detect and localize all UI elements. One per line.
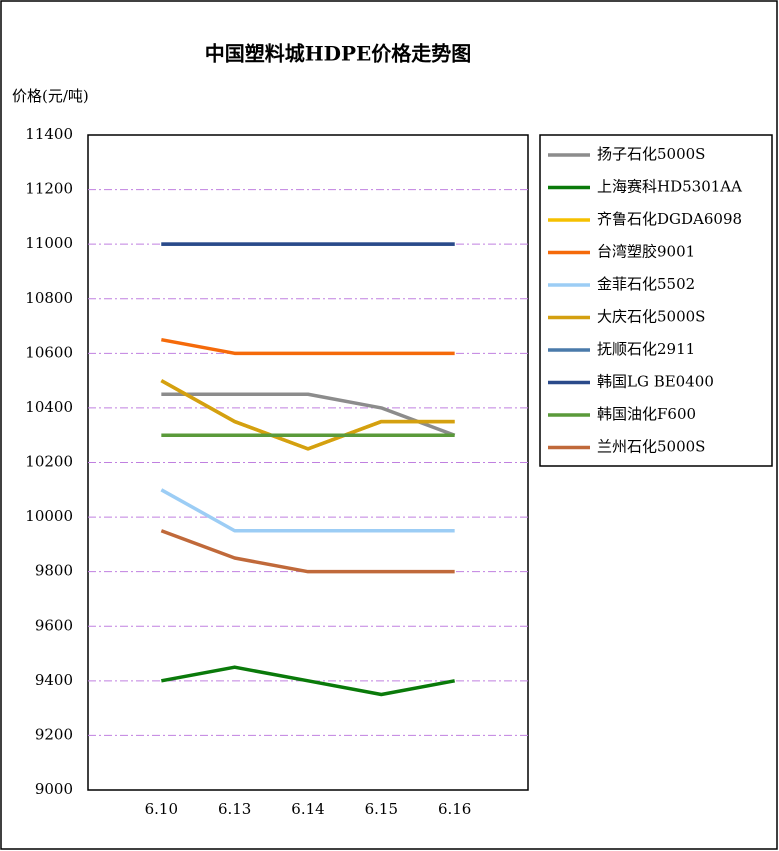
series-line xyxy=(160,379,455,451)
legend-label: 齐鲁石化DGDA6098 xyxy=(597,210,742,228)
y-axis-label: 价格(元/吨) xyxy=(12,87,89,105)
y-tick-label: 10800 xyxy=(25,289,73,307)
legend xyxy=(539,134,773,467)
legend-label: 韩国LG BE0400 xyxy=(597,373,714,391)
y-tick-label: 11400 xyxy=(25,125,73,143)
legend-label: 扬子石化5000S xyxy=(597,145,705,163)
y-tick-label: 10400 xyxy=(25,398,73,416)
series-line xyxy=(161,337,455,356)
legend-label: 金菲石化5502 xyxy=(597,275,695,293)
series-line xyxy=(161,665,455,697)
series-line xyxy=(161,392,456,437)
y-tick-label: 9600 xyxy=(35,616,73,634)
legend-label: 大庆石化5000S xyxy=(597,308,705,326)
chart-title: 中国塑料城HDPE价格走势图 xyxy=(205,42,472,66)
series-line xyxy=(160,488,455,533)
y-tick-label: 9400 xyxy=(35,671,73,689)
legend-label: 抚顺石化2911 xyxy=(597,340,695,358)
legend-label: 上海赛科HD5301AA xyxy=(597,178,742,196)
y-tick-label: 10600 xyxy=(25,343,73,361)
x-tick-label: 6.14 xyxy=(291,800,324,818)
x-tick-label: 6.10 xyxy=(145,800,178,818)
y-tick-label: 10000 xyxy=(25,507,73,525)
series-line xyxy=(160,529,455,574)
y-tick-label: 10200 xyxy=(25,453,73,471)
x-tick-label: 6.15 xyxy=(365,800,398,818)
y-tick-label: 11200 xyxy=(25,180,73,198)
y-tick-label: 11000 xyxy=(25,234,73,252)
legend-label: 台湾塑胶9001 xyxy=(597,243,695,261)
legend-label: 兰州石化5000S xyxy=(597,438,705,456)
legend-label: 韩国油化F600 xyxy=(597,405,696,423)
x-tick-label: 6.13 xyxy=(218,800,251,818)
y-tick-label: 9200 xyxy=(35,725,73,743)
y-tick-label: 9800 xyxy=(35,562,73,580)
y-tick-label: 9000 xyxy=(35,780,73,798)
x-tick-label: 6.16 xyxy=(438,800,471,818)
